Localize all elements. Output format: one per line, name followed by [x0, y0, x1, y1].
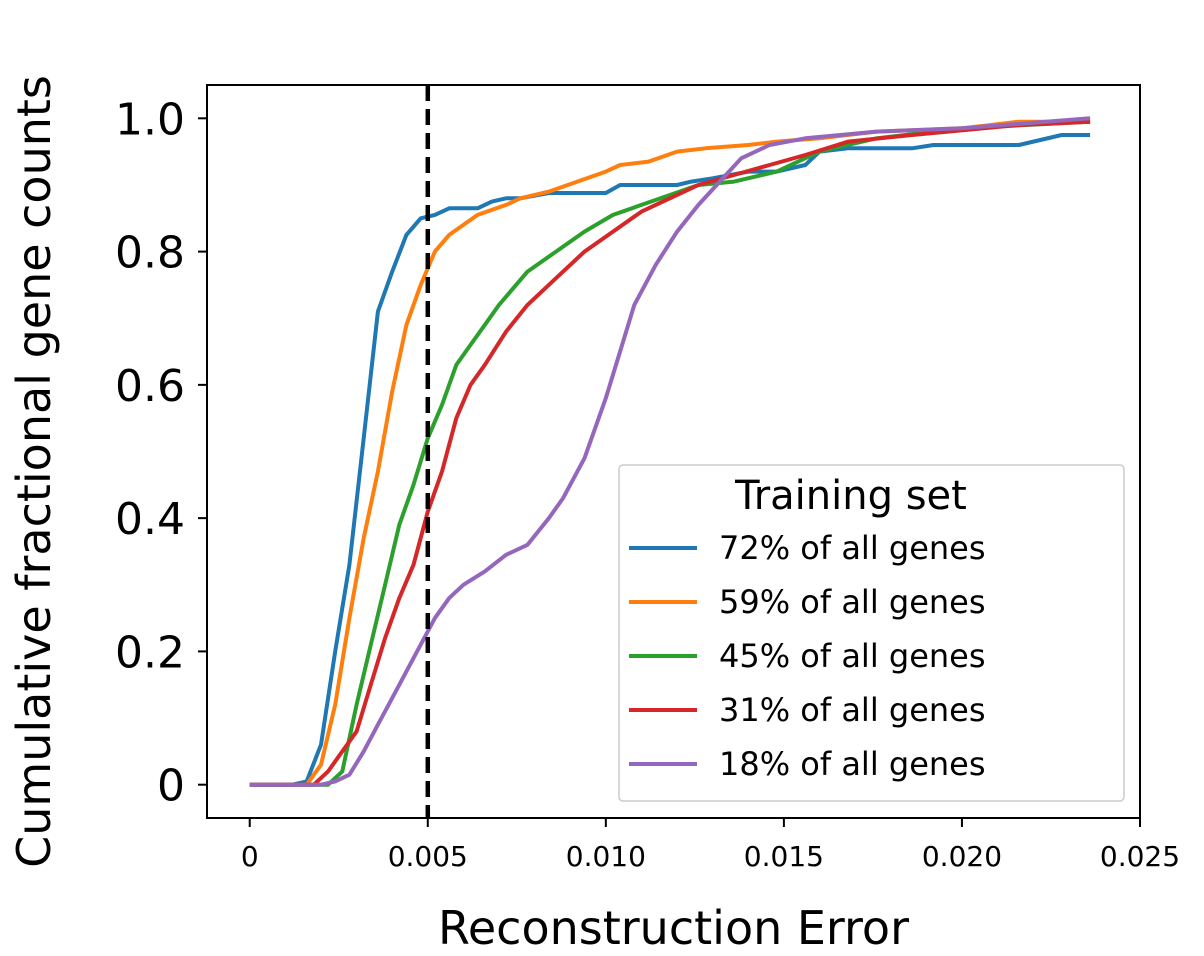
y-tick-label: 1.0 — [115, 94, 185, 145]
y-axis-title: Cumulative fractional gene counts — [7, 75, 61, 868]
y-axis-ticks: 0 0.2 0.4 0.6 0.8 1.0 — [115, 94, 207, 812]
plot-frame — [206, 84, 1141, 819]
legend-label-5: 18% of all genes — [719, 745, 986, 783]
x-axis-ticks: 0 0.005 0.010 0.015 0.020 0.025 — [241, 818, 1180, 873]
series-line-3 — [249, 119, 1091, 787]
x-tick-label: 0.015 — [744, 840, 824, 873]
x-tick-label: 0.020 — [922, 840, 1002, 873]
y-tick-label: 0.6 — [115, 361, 185, 412]
y-tick-label: 0.4 — [115, 494, 185, 545]
series-line-4 — [249, 119, 1091, 787]
legend-label-3: 45% of all genes — [719, 637, 986, 675]
y-tick-label: 0 — [157, 761, 185, 812]
legend-box — [618, 464, 1125, 802]
legend-label-2: 59% of all genes — [719, 583, 986, 621]
legend: Training set 72% of all genes 59% of all … — [618, 464, 1125, 802]
y-tick-label: 0.8 — [115, 228, 185, 279]
legend-label-4: 31% of all genes — [719, 691, 986, 729]
legend-entries: 72% of all genes 59% of all genes 45% of a… — [629, 529, 986, 783]
y-tick-label: 0.2 — [115, 627, 185, 678]
x-tick-label: 0.025 — [1100, 840, 1180, 873]
x-axis-title: Reconstruction Error — [438, 901, 909, 955]
series-line-5 — [249, 116, 1091, 787]
x-tick-label: 0.005 — [388, 840, 468, 873]
legend-title: Training set — [734, 473, 967, 519]
x-tick-label: 0.010 — [566, 840, 646, 873]
x-tick-label: 0 — [241, 840, 259, 873]
legend-label-1: 72% of all genes — [719, 529, 986, 567]
plot-lines — [249, 116, 1091, 787]
